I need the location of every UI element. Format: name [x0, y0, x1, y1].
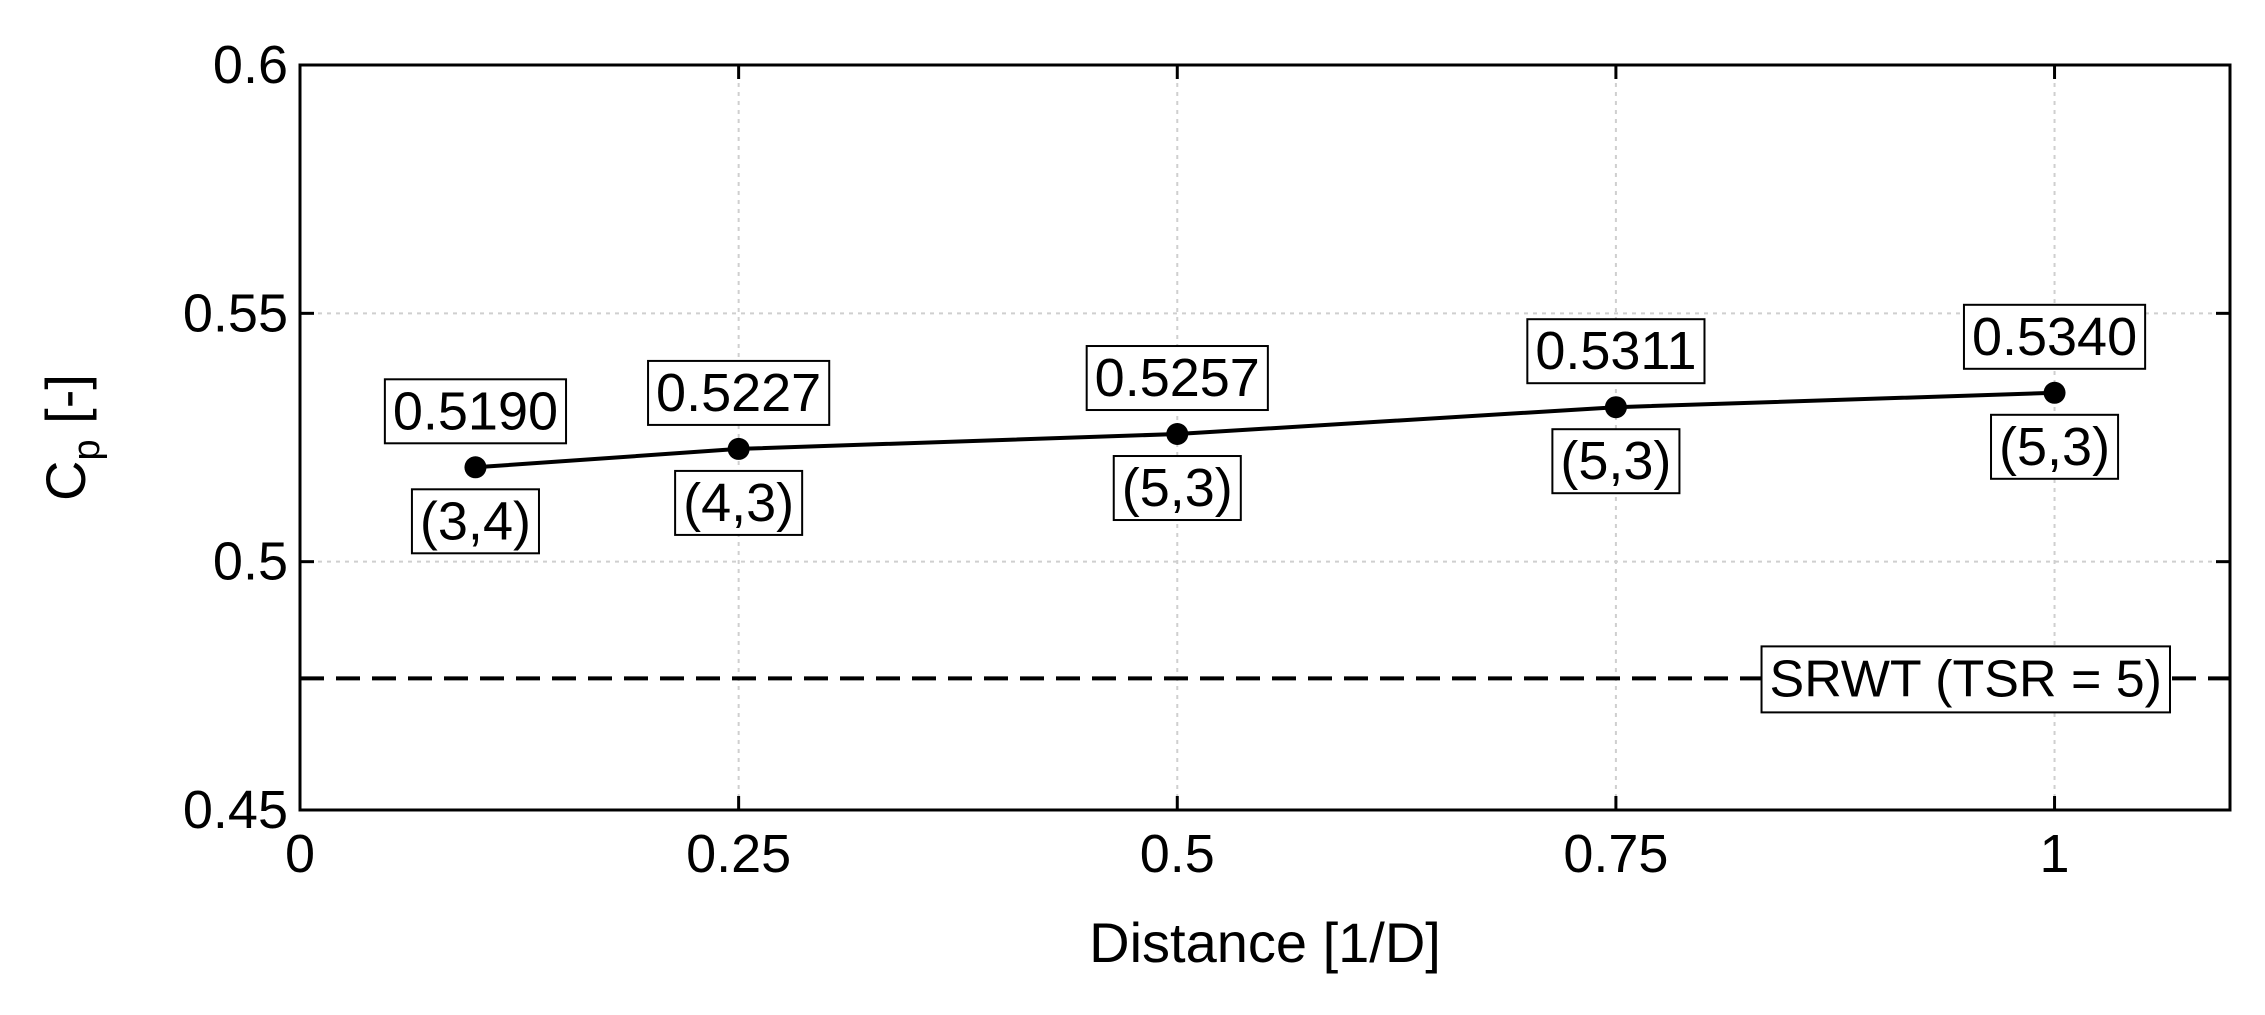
x-axis-label: Distance [1/D]: [1089, 911, 1441, 974]
value-label-box: [1962, 303, 2147, 370]
value-label-box: [383, 378, 568, 445]
x-tick-label: 1: [2040, 824, 2070, 884]
config-label: (5,3): [1122, 458, 1233, 518]
data-point: [727, 437, 750, 460]
y-axis-label-main: C: [34, 461, 97, 501]
config-label-box: [410, 488, 540, 555]
value-label: 0.5257: [1095, 348, 1260, 408]
config-label: (5,3): [1560, 431, 1671, 491]
x-tick-label: 0.25: [686, 824, 791, 884]
reference-line-label: SRWT (TSR = 5): [1770, 650, 2162, 708]
data-point: [464, 456, 487, 479]
reference-line-label-box: [1760, 645, 2171, 714]
y-tick-label: 0.6: [213, 35, 288, 95]
config-label: (4,3): [683, 473, 794, 533]
y-axis-label-subscript: p: [66, 439, 108, 460]
plot-frame: [298, 63, 2232, 812]
y-tick-label: 0.5: [213, 532, 288, 592]
y-tick-label: 0.55: [183, 283, 288, 343]
config-label-box: [1551, 428, 1681, 495]
data-point: [1166, 423, 1189, 446]
y-axis-label-suffix: [-]: [34, 374, 97, 439]
value-label: 0.5227: [656, 363, 821, 423]
config-label-box: [674, 469, 804, 536]
value-label-box: [1085, 345, 1269, 412]
series-layer: 0.5190 (3,4) 0.5227 (4,3) 0.5257 (5,3) 0.5311 (…: [383, 303, 2147, 555]
value-label: 0.5340: [1972, 307, 2137, 367]
config-label-box: [1112, 455, 1242, 522]
value-label-box: [1526, 318, 1706, 385]
data-point: [2043, 381, 2066, 404]
value-label: 0.5190: [393, 381, 558, 441]
ticks-layer: 0 0.25 0.5 0.75 1 0.45 0.5 0.55 0.6: [183, 35, 2230, 884]
value-label-box: [647, 359, 831, 426]
x-tick-label: 0.5: [1140, 824, 1215, 884]
y-axis-label: Cp [-]: [34, 374, 108, 501]
x-tick-label: 0.75: [1563, 824, 1668, 884]
reference-line-layer: SRWT (TSR = 5): [300, 645, 2230, 714]
data-point: [1604, 396, 1627, 419]
value-label: 0.5311: [1535, 321, 1696, 381]
config-label-box: [1990, 413, 2120, 480]
x-tick-label: 0: [285, 824, 315, 884]
config-label: (5,3): [1999, 417, 2110, 477]
y-tick-label: 0.45: [183, 780, 288, 840]
config-label: (3,4): [420, 491, 531, 551]
